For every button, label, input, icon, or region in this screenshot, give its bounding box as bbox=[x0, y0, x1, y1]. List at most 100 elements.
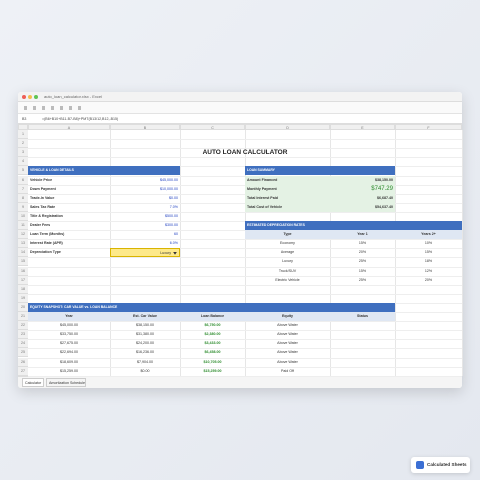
label: Loan Term (Months) bbox=[30, 232, 65, 237]
grid-line bbox=[28, 139, 462, 140]
column-label: Equity bbox=[245, 312, 330, 322]
value: 60 bbox=[174, 232, 178, 237]
cell: 10% bbox=[424, 241, 433, 246]
grid-line bbox=[28, 348, 462, 349]
cell: $45,000.00 bbox=[60, 323, 78, 328]
cell-ref[interactable]: B3 bbox=[22, 117, 27, 121]
row-header: 25 bbox=[18, 348, 28, 358]
cell: $2,380.00 bbox=[204, 332, 221, 337]
cell: $27,675.00 bbox=[60, 341, 78, 346]
dropdown[interactable]: Luxury bbox=[110, 248, 180, 258]
cell: 25% bbox=[358, 259, 367, 264]
row-header: 13 bbox=[18, 239, 28, 249]
sheet-tab[interactable]: Amortization Schedule bbox=[46, 378, 86, 387]
row-header: 10 bbox=[18, 211, 28, 221]
grid-line bbox=[28, 293, 462, 295]
row-header: 19 bbox=[18, 293, 28, 303]
cell: $18,609.00 bbox=[60, 359, 78, 364]
column-label: Status bbox=[330, 312, 395, 322]
cell: $6,458.00 bbox=[204, 350, 221, 355]
title-bar: auto_loan_calculator.xlsx - Excel bbox=[18, 92, 462, 102]
grid-line bbox=[28, 239, 462, 240]
badge-icon bbox=[416, 461, 424, 469]
window-title: auto_loan_calculator.xlsx - Excel bbox=[44, 94, 103, 99]
cell: Above Water bbox=[277, 332, 298, 337]
row-header: 17 bbox=[18, 275, 28, 285]
cell: $0.00 bbox=[140, 368, 150, 373]
cell: Luxury bbox=[282, 259, 293, 264]
grid-line bbox=[28, 366, 462, 368]
badge[interactable]: Calculated Sheets bbox=[411, 457, 470, 473]
column-header: C bbox=[180, 124, 245, 130]
cell: $33,750.00 bbox=[60, 332, 78, 337]
column-label: Type bbox=[245, 230, 330, 240]
row-header: 14 bbox=[18, 248, 28, 258]
column-label: Years 2+ bbox=[395, 230, 462, 240]
row-header: 16 bbox=[18, 266, 28, 276]
value: $500.00 bbox=[165, 213, 178, 218]
cell: $10,705.00 bbox=[203, 359, 222, 364]
column-header: E bbox=[330, 124, 395, 130]
cell: $6,750.00 bbox=[204, 323, 221, 328]
cell: $3,433.00 bbox=[204, 341, 221, 346]
cell: 20% bbox=[424, 277, 433, 282]
column-label: Loan Balance bbox=[180, 312, 245, 322]
value: 7.0% bbox=[169, 204, 178, 209]
formula[interactable]: =(B6+B10+B11-B7-B8)+PMT(B13/12,B12,-B15) bbox=[42, 117, 119, 121]
cell: Electric Vehicle bbox=[275, 277, 300, 282]
label: Vehicle Price bbox=[30, 177, 53, 182]
row-header: 5 bbox=[18, 166, 28, 176]
value: $300.00 bbox=[165, 223, 178, 227]
sheet-tab[interactable]: Calculator bbox=[22, 378, 44, 387]
label: Total Interest Paid bbox=[247, 195, 278, 200]
cell: $31,380.00 bbox=[136, 332, 154, 337]
value: $6,687.40 bbox=[377, 195, 393, 200]
grid-line bbox=[28, 330, 462, 331]
row-header: 3 bbox=[18, 148, 28, 158]
grid-line bbox=[28, 284, 462, 286]
label: Trade-In Value bbox=[30, 195, 55, 200]
close-dot[interactable] bbox=[22, 95, 26, 99]
section-header: EQUITY SNAPSHOT: CAR VALUE vs. LOAN BALA… bbox=[28, 302, 395, 312]
min-dot[interactable] bbox=[28, 95, 32, 99]
cell: $7,904.00 bbox=[137, 359, 153, 364]
cell: $24,200.00 bbox=[136, 341, 154, 346]
grid-line bbox=[28, 357, 462, 358]
cell: 15% bbox=[424, 250, 433, 255]
row-header: 6 bbox=[18, 175, 28, 185]
label: Sales Tax Rate bbox=[30, 204, 56, 209]
summary-bg bbox=[245, 175, 395, 212]
cell: 12% bbox=[424, 268, 433, 273]
tab-bar bbox=[18, 376, 462, 388]
row-header: 24 bbox=[18, 339, 28, 349]
row-header: 7 bbox=[18, 184, 28, 194]
cell: $38,150.00 bbox=[136, 323, 154, 328]
cell: $16,236.00 bbox=[136, 350, 154, 355]
cell: 25% bbox=[358, 277, 367, 282]
label: Amount Financed bbox=[247, 177, 278, 182]
cell: $15,259.00 bbox=[60, 368, 78, 373]
row-header: 12 bbox=[18, 230, 28, 240]
row-header: 8 bbox=[18, 193, 28, 203]
grid-line bbox=[245, 130, 246, 376]
label: Total Cost of Vehicle bbox=[247, 204, 283, 209]
tool-icons[interactable] bbox=[24, 106, 84, 110]
column-label: Year bbox=[28, 312, 110, 322]
max-dot[interactable] bbox=[34, 95, 38, 99]
row-header: 4 bbox=[18, 157, 28, 167]
label: Interest Rate (APR) bbox=[30, 241, 63, 246]
grid-line bbox=[28, 321, 462, 322]
row-header: 15 bbox=[18, 257, 28, 267]
grid-line bbox=[28, 266, 462, 267]
value: $0.00 bbox=[169, 195, 178, 200]
cell: Truck/SUV bbox=[278, 268, 297, 273]
cell: Above Water bbox=[277, 323, 298, 328]
cell: Above Water bbox=[277, 359, 298, 364]
cell: 15% bbox=[358, 241, 367, 246]
column-header: B bbox=[110, 124, 180, 130]
column-header: A bbox=[28, 124, 110, 130]
row-header: 20 bbox=[18, 302, 28, 312]
row-header: 2 bbox=[18, 139, 28, 149]
row-header: 18 bbox=[18, 284, 28, 294]
